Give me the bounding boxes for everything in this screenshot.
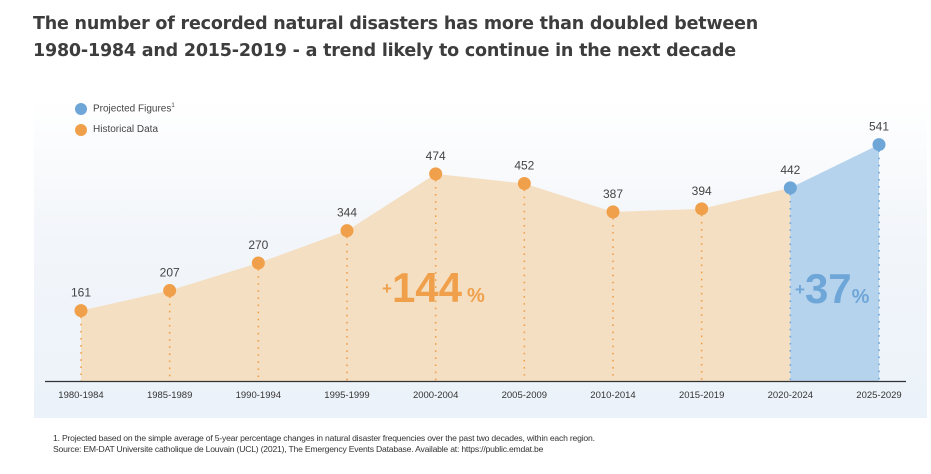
data-label: 207 xyxy=(160,266,180,280)
data-label: 270 xyxy=(248,238,268,252)
x-tick-label: 2025-2029 xyxy=(856,390,901,401)
projected-point xyxy=(783,181,797,195)
footnote-marker: 1 xyxy=(171,102,175,109)
historical-point xyxy=(74,304,88,318)
title-line-1: The number of recorded natural disasters… xyxy=(33,14,759,34)
data-label: 387 xyxy=(603,187,623,201)
legend-item-historical: Historical Data xyxy=(75,119,175,140)
historical-point xyxy=(429,167,443,181)
legend-label-historical: Historical Data xyxy=(93,124,159,135)
historical-point xyxy=(695,202,709,216)
x-tick-label: 1980-1984 xyxy=(58,390,103,401)
historical-dot-icon xyxy=(75,123,87,136)
x-tick-label: 1990-1994 xyxy=(236,390,281,401)
data-label: 344 xyxy=(337,206,357,220)
x-tick-label: 2010-2014 xyxy=(590,390,635,401)
projected-change-annotation: +37% xyxy=(795,265,870,312)
historical-point xyxy=(251,256,265,270)
projected-area xyxy=(790,144,879,381)
x-tick-label: 1995-1999 xyxy=(324,390,369,401)
historical-change-prefix: + xyxy=(382,279,392,298)
data-label: 474 xyxy=(426,149,446,163)
footnote: 1. Projected based on the simple average… xyxy=(53,433,595,455)
legend: Projected Figures1 Historical Data xyxy=(75,98,175,140)
historical-change-value: 144 xyxy=(392,264,463,311)
historical-point xyxy=(517,176,531,190)
footnote-method: 1. Projected based on the simple average… xyxy=(53,433,595,443)
legend-item-projected: Projected Figures1 xyxy=(75,98,175,119)
x-tick-label: 1985-1989 xyxy=(147,390,192,401)
data-label: 394 xyxy=(692,184,712,198)
historical-point xyxy=(606,205,620,219)
data-label: 442 xyxy=(780,163,800,177)
projected-change-prefix: + xyxy=(795,280,805,299)
historical-point xyxy=(163,284,177,298)
historical-change-suffix: % xyxy=(467,285,485,307)
data-label: 541 xyxy=(869,120,889,134)
chart-title: The number of recorded natural disasters… xyxy=(33,11,913,65)
projected-change-value: 37 xyxy=(805,265,852,312)
x-tick-label: 2000-2004 xyxy=(413,390,458,401)
projected-change-suffix: % xyxy=(852,286,870,308)
x-tick-label: 2005-2009 xyxy=(502,390,547,401)
x-tick-label: 2020-2024 xyxy=(768,390,813,401)
legend-label-projected: Projected Figures xyxy=(93,103,172,115)
projected-dot-icon xyxy=(75,102,87,115)
projected-point xyxy=(872,138,886,152)
title-line-2: 1980-1984 and 2015-2019 - a trend likely… xyxy=(33,41,736,61)
footnote-source: Source: EM-DAT Universite catholique de … xyxy=(53,444,544,454)
data-label: 452 xyxy=(514,158,534,172)
x-tick-label: 2015-2019 xyxy=(679,390,724,401)
historical-change-annotation: +144% xyxy=(382,264,485,311)
data-label: 161 xyxy=(71,286,91,300)
historical-point xyxy=(340,224,354,238)
